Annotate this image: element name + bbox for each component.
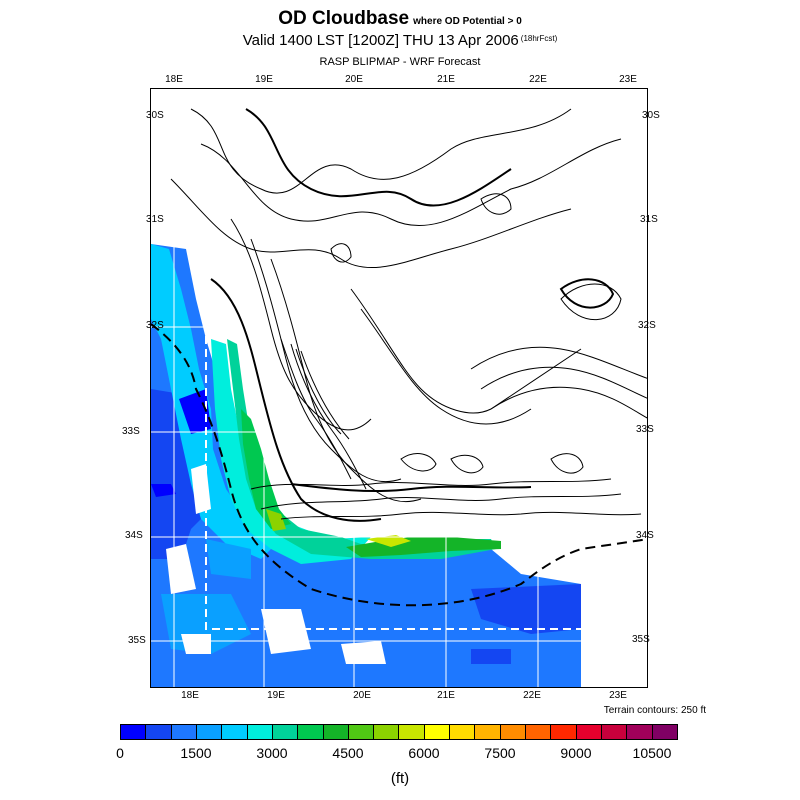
lon-label-top: 23E [619, 74, 637, 85]
title-condition: where OD Potential > 0 [413, 16, 522, 27]
lat-label-left: 35S [128, 635, 146, 646]
valid-time: Valid 1400 LST [1200Z] THU 13 Apr 2006 [242, 32, 519, 49]
scale-tick-label: 7500 [484, 745, 516, 761]
terrain-contours-major [210, 108, 615, 522]
color-swatch [272, 725, 299, 739]
lat-label-left: 33S [122, 426, 140, 437]
color-swatch [475, 725, 501, 739]
forecast-map [150, 88, 648, 688]
color-swatch [196, 725, 223, 739]
color-swatch [576, 725, 602, 739]
scale-tick-label: 9000 [560, 745, 592, 761]
color-scale-bar [120, 724, 678, 740]
coastline [151, 323, 647, 607]
color-swatch [450, 725, 476, 739]
title-main: OD Cloudbase [278, 8, 410, 29]
color-swatch [374, 725, 400, 739]
lon-label-top: 22E [529, 74, 547, 85]
scale-tick-label: 6000 [408, 745, 440, 761]
lon-label-top: 20E [345, 74, 363, 85]
terrain-contour-note: Terrain contours: 250 ft [603, 705, 706, 716]
lon-label-bottom: 18E [181, 690, 199, 701]
color-swatch [146, 725, 172, 739]
color-swatch [424, 725, 451, 739]
domain-boundary [205, 284, 581, 630]
lat-label-right: 31S [640, 214, 658, 225]
lon-label-top: 18E [165, 74, 183, 85]
forecast-hours: (18hrFcst) [520, 34, 558, 43]
color-swatch [348, 725, 375, 739]
grid-lines [151, 89, 647, 687]
lon-label-top: 19E [255, 74, 273, 85]
lat-label-right: 32S [638, 320, 656, 331]
lat-label-left: 34S [125, 530, 143, 541]
valid-time-line: Valid 1400 LST [1200Z] THU 13 Apr 2006 (1… [0, 32, 800, 49]
terrain-contours [170, 108, 647, 520]
lon-label-bottom: 22E [523, 690, 541, 701]
lat-label-right: 35S [632, 634, 650, 645]
scale-tick-label: 3000 [256, 745, 288, 761]
color-swatch [298, 725, 324, 739]
lon-label-top: 21E [437, 74, 455, 85]
scale-tick-label: 10500 [632, 745, 672, 761]
color-swatch [601, 725, 628, 739]
lon-label-bottom: 21E [437, 690, 455, 701]
lat-label-right: 30S [642, 110, 660, 121]
scale-tick-label: 4500 [332, 745, 364, 761]
lon-label-bottom: 23E [609, 690, 627, 701]
scale-tick-label: 1500 [180, 745, 212, 761]
color-swatch [222, 725, 248, 739]
color-swatch [500, 725, 526, 739]
color-swatch [652, 725, 677, 739]
scale-tick-label: 0 [116, 745, 124, 761]
lat-label-left: 31S [146, 214, 164, 225]
lat-label-left: 30S [146, 110, 164, 121]
lon-label-bottom: 20E [353, 690, 371, 701]
lat-label-right: 33S [636, 424, 654, 435]
lon-label-bottom: 19E [267, 690, 285, 701]
color-swatch [121, 725, 147, 739]
color-swatch [526, 725, 552, 739]
lat-label-left: 32S [146, 320, 164, 331]
map-plot [151, 89, 647, 687]
color-swatch [551, 725, 577, 739]
color-swatch [627, 725, 653, 739]
scale-unit: (ft) [390, 770, 410, 787]
color-swatch [323, 725, 349, 739]
color-swatch [171, 725, 197, 739]
model-subtitle: RASP BLIPMAP - WRF Forecast [319, 56, 481, 68]
lat-label-right: 34S [636, 530, 654, 541]
map-title: OD Cloudbase where OD Potential > 0 [0, 8, 800, 30]
color-swatch [399, 725, 425, 739]
color-swatch [247, 725, 273, 739]
